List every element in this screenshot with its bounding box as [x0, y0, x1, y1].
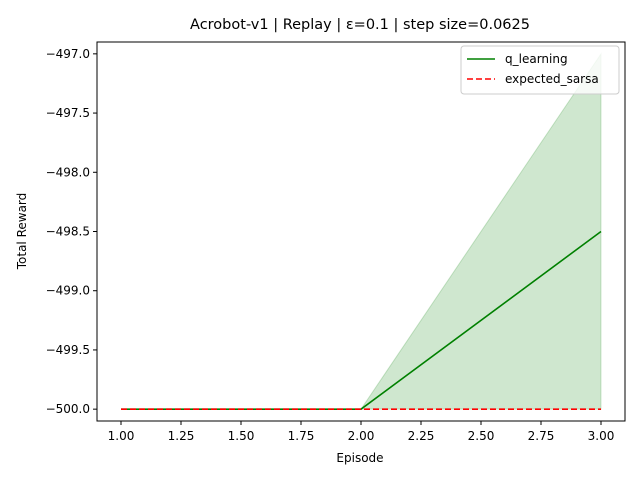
legend-label-0: q_learning — [505, 52, 568, 66]
legend: q_learning expected_sarsa — [460, 45, 620, 95]
x-tick-label: 1.00 — [108, 429, 135, 443]
y-tick-label: −500.0 — [46, 402, 90, 416]
legend-box — [460, 45, 620, 95]
y-tick-label: −499.5 — [46, 343, 90, 357]
x-tick-label: 1.75 — [288, 429, 315, 443]
x-tick-label: 3.00 — [588, 429, 615, 443]
legend-label-1: expected_sarsa — [505, 72, 599, 86]
x-tick-label: 2.50 — [468, 429, 495, 443]
chart-title: Acrobot-v1 | Replay | ε=0.1 | step size=… — [190, 17, 530, 33]
y-axis: −500.0 −499.5 −499.0 −498.5 −498.0 −497.5 −497… — [46, 47, 97, 416]
y-tick-label: −497.5 — [46, 106, 90, 120]
x-tick-label: 1.50 — [228, 429, 255, 443]
x-tick-label: 2.25 — [408, 429, 435, 443]
y-tick-label: −498.5 — [46, 225, 90, 239]
x-tick-label: 2.00 — [348, 429, 375, 443]
x-axis: 1.00 1.25 1.50 1.75 2.00 2.25 2.50 2.75 3.00 — [108, 421, 615, 443]
y-tick-label: −499.0 — [46, 284, 90, 298]
y-tick-label: −497.0 — [46, 47, 90, 61]
y-tick-label: −498.0 — [46, 165, 90, 179]
x-axis-label: Episode — [336, 451, 383, 465]
plot-area — [121, 52, 602, 410]
x-tick-label: 2.75 — [528, 429, 555, 443]
y-axis-label: Total Reward — [15, 193, 29, 271]
x-tick-label: 1.25 — [168, 429, 195, 443]
